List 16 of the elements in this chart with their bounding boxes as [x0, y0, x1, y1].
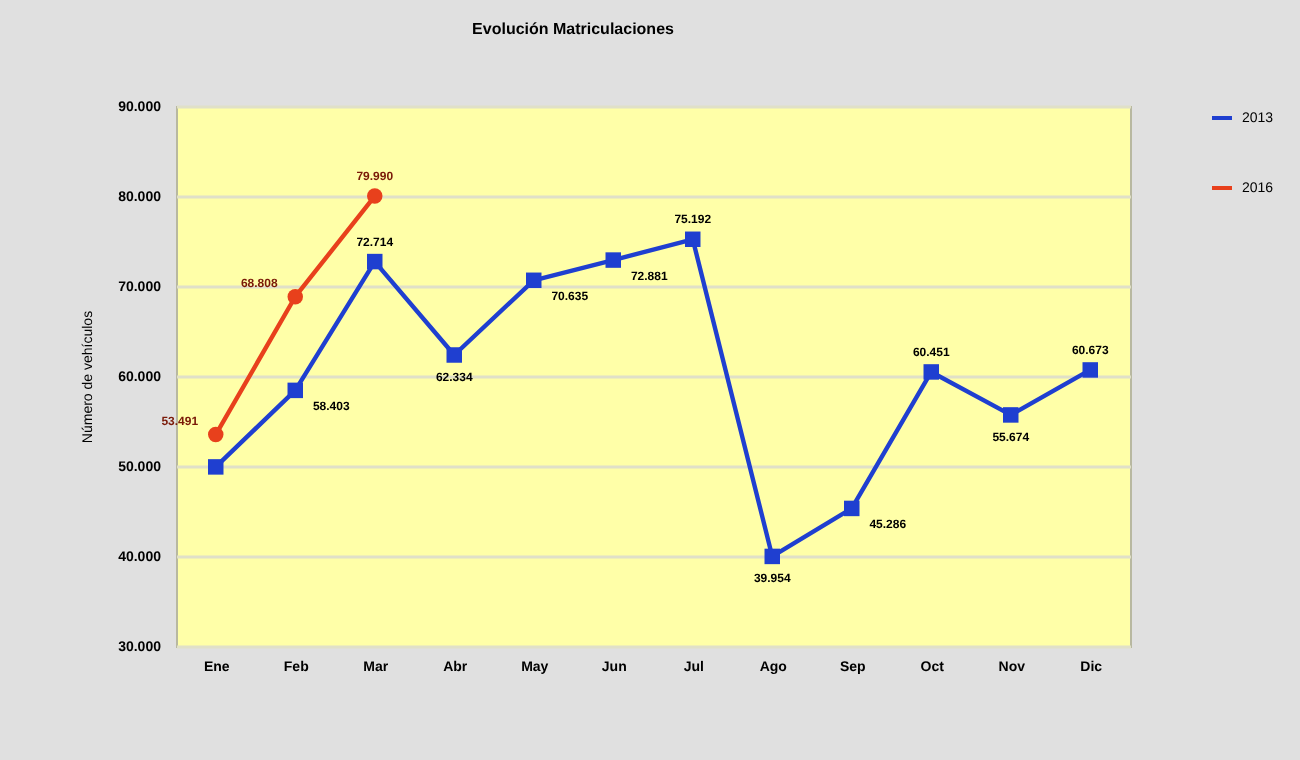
- point: [1082, 362, 1098, 378]
- point: [1003, 407, 1019, 423]
- point: [685, 231, 701, 248]
- point: [367, 188, 383, 204]
- point: [844, 500, 860, 517]
- point: [526, 272, 542, 289]
- point: [287, 289, 303, 305]
- point: [367, 253, 383, 270]
- point: [287, 382, 303, 399]
- point: [764, 548, 780, 565]
- point: [605, 252, 621, 268]
- point: [208, 426, 224, 443]
- chart-title: Evolución Matriculaciones: [472, 20, 676, 38]
- point: [923, 364, 939, 380]
- point: [446, 347, 462, 363]
- point: [208, 459, 224, 475]
